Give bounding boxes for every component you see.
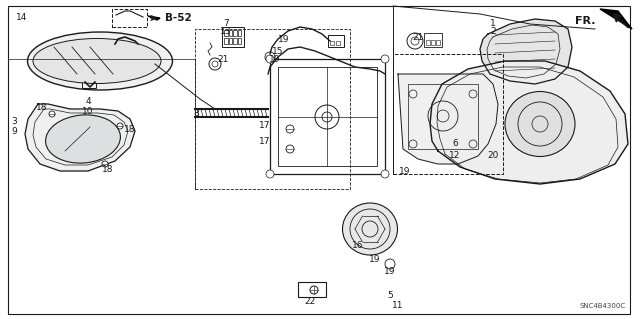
Bar	[228, 38, 232, 44]
Bar	[233, 38, 237, 44]
Text: 13: 13	[220, 26, 232, 35]
Bar	[233, 30, 237, 36]
Bar	[224, 30, 227, 36]
Bar	[436, 40, 440, 45]
Polygon shape	[148, 16, 160, 20]
Bar	[298, 282, 326, 297]
Ellipse shape	[342, 203, 397, 255]
Text: 19: 19	[269, 55, 281, 63]
Text: B-52: B-52	[165, 13, 192, 23]
Text: 19: 19	[399, 167, 411, 175]
Bar	[237, 30, 241, 36]
Text: 14: 14	[16, 12, 28, 21]
Text: 17: 17	[259, 122, 271, 130]
Circle shape	[102, 161, 108, 167]
Bar	[112, 9, 147, 27]
Bar	[195, 29, 350, 189]
Bar	[336, 41, 340, 45]
Bar	[278, 67, 377, 166]
Text: 18: 18	[102, 165, 114, 174]
Bar	[426, 40, 429, 45]
Text: 19: 19	[278, 34, 290, 43]
Text: 22: 22	[305, 296, 316, 306]
Text: 4: 4	[85, 97, 91, 106]
Text: 21: 21	[218, 55, 228, 63]
Polygon shape	[480, 19, 572, 84]
Text: 18: 18	[36, 102, 48, 112]
Bar	[330, 41, 334, 45]
Text: 7: 7	[223, 19, 229, 27]
Circle shape	[381, 55, 389, 63]
Bar	[393, 54, 503, 174]
Text: 12: 12	[449, 152, 461, 160]
Bar	[224, 38, 227, 44]
Ellipse shape	[505, 92, 575, 157]
Text: 9: 9	[11, 127, 17, 136]
Text: SNC4B4300C: SNC4B4300C	[580, 303, 626, 309]
Text: 19: 19	[369, 255, 381, 263]
Ellipse shape	[33, 39, 161, 84]
Text: 20: 20	[487, 152, 499, 160]
Text: 15: 15	[272, 47, 284, 56]
Bar	[424, 33, 442, 47]
Text: 1: 1	[490, 19, 496, 27]
Bar	[222, 27, 244, 47]
Bar	[82, 80, 96, 88]
Bar	[228, 30, 232, 36]
Text: 17: 17	[259, 137, 271, 145]
Text: 16: 16	[352, 241, 364, 250]
Circle shape	[381, 170, 389, 178]
Text: 19: 19	[384, 268, 396, 277]
Text: 11: 11	[392, 300, 404, 309]
Text: 10: 10	[83, 107, 93, 115]
Polygon shape	[600, 9, 632, 29]
Polygon shape	[430, 61, 628, 184]
Bar	[237, 38, 241, 44]
Bar	[431, 40, 435, 45]
Circle shape	[117, 123, 123, 129]
Text: FR.: FR.	[575, 16, 595, 26]
Bar	[270, 59, 385, 174]
Text: 5: 5	[387, 292, 393, 300]
Ellipse shape	[45, 115, 120, 163]
Circle shape	[266, 170, 274, 178]
Text: 3: 3	[11, 116, 17, 125]
Text: 8: 8	[193, 109, 199, 118]
Circle shape	[266, 55, 274, 63]
Text: 21: 21	[412, 33, 424, 41]
Text: 18: 18	[124, 124, 136, 133]
Polygon shape	[398, 74, 498, 164]
Bar	[408, 84, 478, 149]
Text: 2: 2	[490, 26, 496, 35]
Text: 6: 6	[452, 139, 458, 149]
Circle shape	[49, 111, 55, 117]
Polygon shape	[25, 104, 135, 171]
Bar	[328, 35, 344, 47]
Ellipse shape	[28, 32, 173, 90]
